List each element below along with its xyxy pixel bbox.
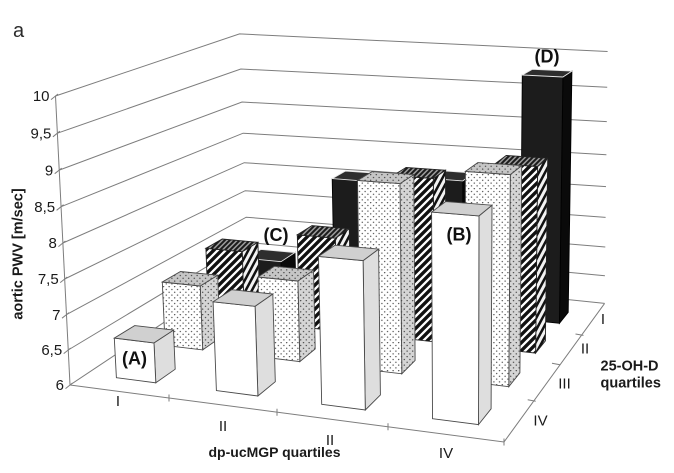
svg-text:6,5: 6,5	[41, 342, 62, 359]
svg-text:a: a	[13, 20, 25, 42]
svg-text:25-OH-D: 25-OH-D	[601, 359, 659, 375]
svg-text:aortic PWV [m/sec]: aortic PWV [m/sec]	[11, 188, 27, 320]
svg-text:II: II	[581, 341, 589, 358]
svg-text:7: 7	[52, 307, 60, 324]
svg-text:7,5: 7,5	[38, 271, 59, 288]
svg-text:IV: IV	[439, 445, 453, 462]
svg-text:8,5: 8,5	[34, 199, 55, 216]
svg-text:quartiles: quartiles	[601, 376, 661, 392]
svg-text:(A): (A)	[122, 349, 147, 369]
svg-text:6: 6	[56, 377, 64, 394]
svg-text:(B): (B)	[447, 225, 472, 245]
svg-text:III: III	[558, 376, 571, 393]
svg-text:(C): (C)	[264, 225, 289, 245]
svg-text:8: 8	[49, 235, 57, 252]
svg-text:II: II	[219, 418, 227, 435]
svg-text:I: I	[116, 393, 120, 410]
svg-text:9: 9	[45, 162, 53, 179]
svg-text:II: II	[326, 432, 334, 449]
svg-text:9,5: 9,5	[31, 125, 52, 142]
svg-text:dp-ucMGP quartiles: dp-ucMGP quartiles	[209, 444, 341, 460]
svg-text:I: I	[601, 311, 605, 328]
svg-text:(D): (D)	[535, 47, 560, 67]
svg-text:IV: IV	[533, 413, 547, 430]
svg-text:10: 10	[33, 88, 50, 105]
